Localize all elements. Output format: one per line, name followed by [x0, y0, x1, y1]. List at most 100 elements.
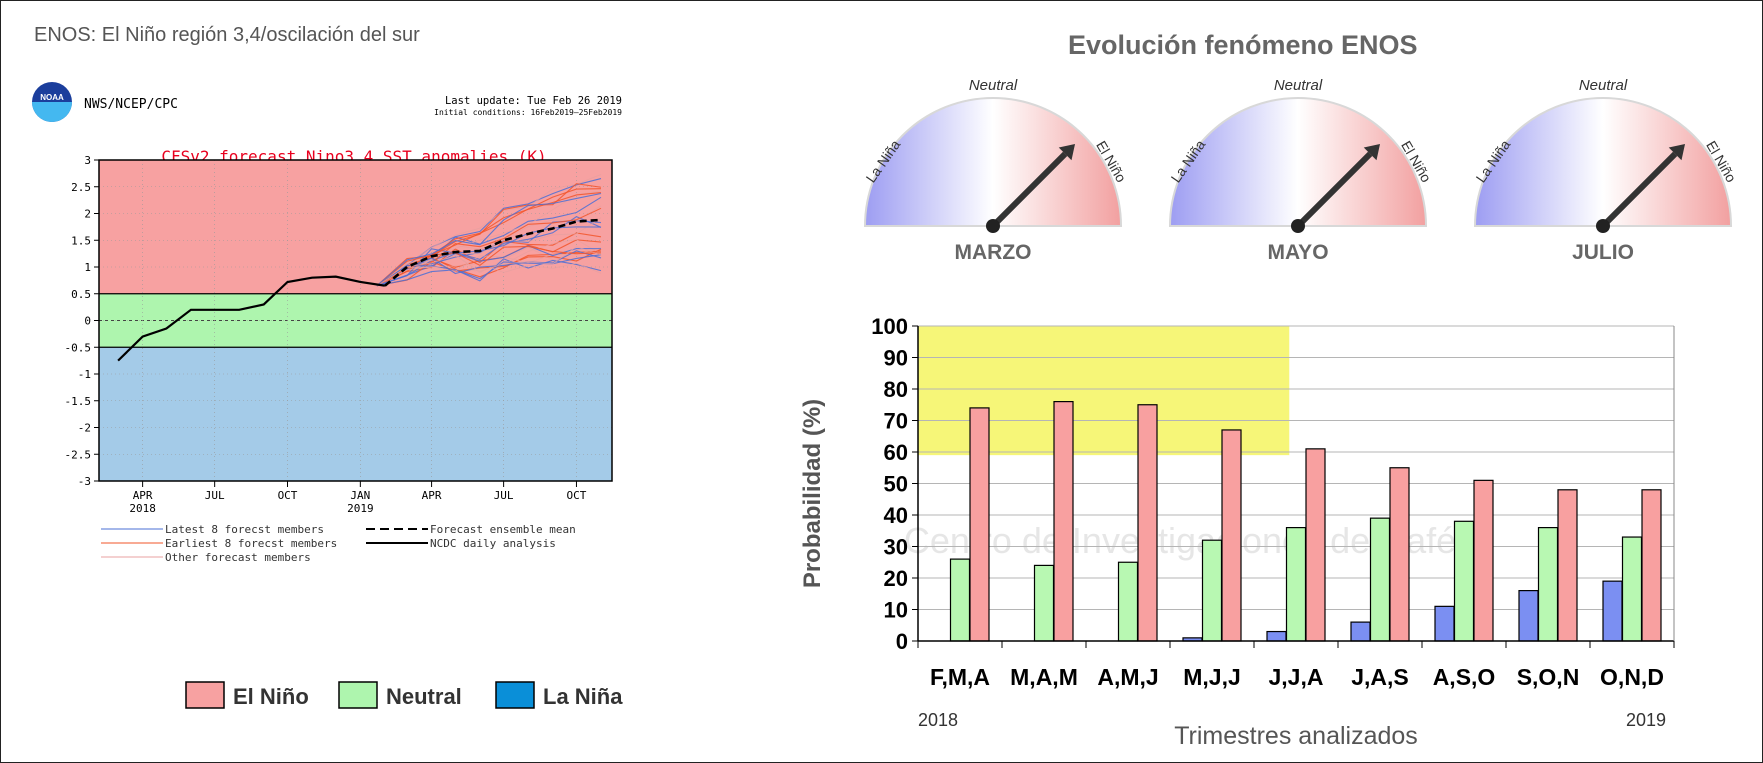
bar-y-tick-label-7: 70 [884, 409, 908, 434]
gauge-label-neutral-1: Neutral [1274, 77, 1323, 94]
ncdc-analysis-line [117, 275, 386, 362]
x-tick-year-0: 2018 [129, 502, 156, 515]
bar-y-tick-label-5: 50 [884, 472, 908, 497]
ensemble-member-26 [376, 246, 602, 287]
bar-s2-c8 [1641, 489, 1662, 642]
bar-s1-c2 [1117, 561, 1139, 642]
bar-category-label-5: J,A,S [1351, 664, 1409, 690]
region-swatch-0 [185, 681, 225, 709]
legend-label-2: Other forecast members [165, 551, 311, 564]
x-tick-label-0: APR [133, 489, 153, 502]
ensemble-member-27 [376, 192, 602, 287]
bar-s1-c4 [1285, 527, 1307, 642]
y-tick-label-6: 0 [84, 315, 91, 328]
x-tick-label-1: JUL [205, 489, 225, 502]
ensemble-member-13 [376, 248, 602, 287]
gauge-label-neutral-0: Neutral [969, 77, 1018, 94]
bar-s1-c5 [1369, 517, 1391, 642]
legend-label-3: Forecast ensemble mean [430, 523, 576, 536]
y-tick-label-10: -2 [78, 422, 91, 435]
bar-s1-c6 [1453, 520, 1475, 642]
bar-y-tick-label-1: 10 [884, 598, 908, 623]
noaa-logo: NOAA [32, 82, 72, 122]
bar-y-tick-label-9: 90 [884, 346, 908, 371]
bar-y-tick-label-10: 100 [871, 314, 908, 339]
bar-s0-c4 [1266, 630, 1287, 642]
x-tick-label-6: OCT [567, 489, 587, 502]
gauge-dial-1 [1168, 97, 1428, 227]
year-start-label: 2018 [918, 710, 958, 730]
bar-y-tick-label-2: 20 [884, 566, 908, 591]
region-label-1: Neutral [386, 684, 462, 709]
year-end-label: 2019 [1626, 710, 1666, 730]
ensemble-member-22 [376, 188, 602, 287]
bar-s1-c3 [1201, 539, 1223, 642]
gauge-needle-0 [990, 151, 1068, 229]
bar-s1-c0 [949, 558, 971, 642]
gauges-title: Evolución fenómeno ENOS [1068, 30, 1418, 60]
bar-category-label-0: F,M,A [930, 664, 990, 690]
gauge-dial-2 [1473, 97, 1733, 227]
bar-category-label-3: M,J,J [1183, 664, 1241, 690]
bar-category-label-8: O,N,D [1600, 664, 1664, 690]
cpc-plot-area: 32.521.510.50-0.5-1-1.5-2-2.5-3APR2018JU… [65, 154, 613, 515]
gauge-needle-1 [1295, 151, 1373, 229]
agency-label: NWS/NCEP/CPC [84, 97, 178, 112]
region-label-0: El Niño [233, 684, 309, 709]
y-tick-label-1: 2.5 [71, 181, 91, 194]
gauge-needle-head-1 [1363, 143, 1381, 161]
x-tick-label-5: JUL [494, 489, 514, 502]
bar-s0-c7 [1518, 590, 1539, 642]
bar-y-tick-label-8: 80 [884, 377, 908, 402]
legend-label-4: NCDC daily analysis [430, 537, 556, 550]
legend-label-0: Latest 8 forecst members [165, 523, 324, 536]
bar-category-label-4: J,J,A [1269, 664, 1324, 690]
y-tick-label-7: -0.5 [65, 341, 92, 354]
y-tick-label-8: -1 [78, 368, 91, 381]
region-swatch-2 [495, 681, 535, 709]
bar-s2-c2 [1137, 404, 1158, 642]
bar-s1-c8 [1621, 536, 1643, 642]
page-title: ENOS: El Niño región 3,4/oscilación del … [34, 24, 420, 46]
x-tick-year-3: 2019 [347, 502, 374, 515]
probability-bar-chart: Centro de Investigaciones de Café 0 10 20 30… [799, 314, 1675, 750]
region-legend: El Niño Neutral La Niña [185, 681, 623, 709]
ensemble-member-3 [376, 196, 602, 287]
x-tick-label-2: OCT [278, 489, 298, 502]
gauge-month-0: MARZO [955, 241, 1032, 264]
watermark-text: Centro de Investigaciones de Café [904, 520, 1456, 561]
region-swatch-1 [338, 681, 378, 709]
bar-s2-c3 [1221, 429, 1242, 642]
noaa-logo-text: NOAA [40, 93, 64, 102]
band-0 [99, 160, 612, 294]
ensemble-member-15 [376, 254, 602, 287]
ensemble-member-24 [376, 250, 602, 287]
y-tick-label-5: 0.5 [71, 288, 91, 301]
y-tick-label-3: 1.5 [71, 234, 91, 247]
x-tick-label-4: APR [422, 489, 442, 502]
ensemble-member-5 [376, 190, 602, 287]
ensemble-member-25 [376, 245, 602, 287]
bar-s1-c1 [1033, 564, 1055, 642]
bar-s2-c4 [1305, 448, 1326, 642]
bar-s2-c0 [969, 407, 990, 642]
plot-border [98, 159, 613, 482]
bar-s2-c7 [1557, 489, 1578, 642]
band-2 [99, 347, 612, 481]
bar-category-label-6: A,S,O [1433, 664, 1496, 690]
gauge-hub-2 [1596, 219, 1610, 233]
bar-y-tick-label-3: 30 [884, 535, 908, 560]
cpc-forecast-chart: NOAA NWS/NCEP/CPC Last update: Tue Feb 2… [32, 82, 622, 564]
ensemble-member-7 [376, 192, 602, 287]
gauge-needle-head-2 [1668, 143, 1686, 161]
ensemble-member-8 [376, 205, 602, 287]
bar-s2-c5 [1389, 467, 1410, 642]
region-label-2: La Niña [543, 684, 623, 709]
bar-s1-c7 [1537, 527, 1559, 642]
bar-y-axis-title: Probabilidad (%) [799, 399, 826, 588]
gauge-month-2: JULIO [1572, 241, 1634, 264]
gauge-label-neutral-2: Neutral [1579, 77, 1628, 94]
gauge-dial-0 [863, 97, 1123, 227]
